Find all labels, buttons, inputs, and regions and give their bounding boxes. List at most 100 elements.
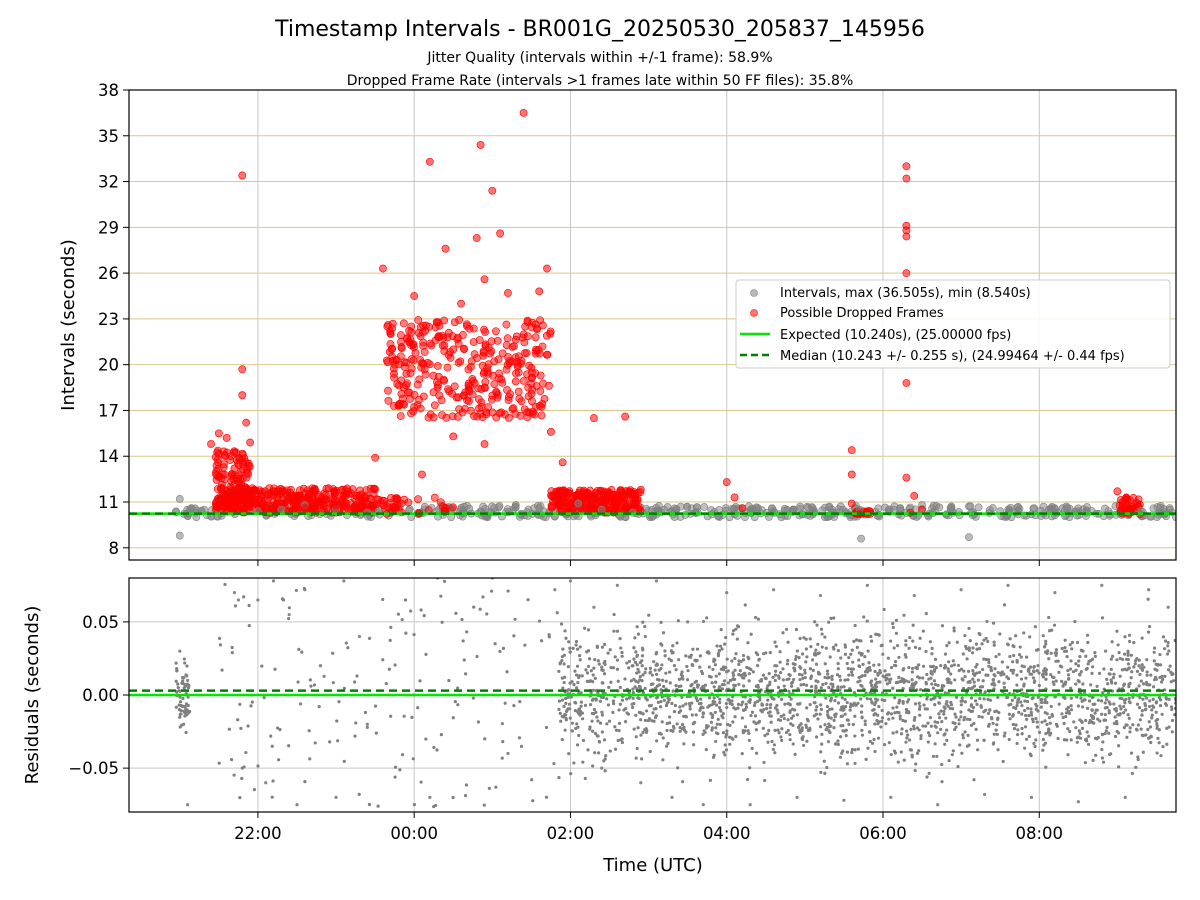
residual-point [693, 680, 697, 684]
residual-point [863, 654, 867, 659]
residual-point [936, 720, 940, 725]
residual-point [858, 664, 862, 669]
residual-point [878, 671, 882, 675]
residual-point [1100, 747, 1104, 752]
residual-point [917, 749, 921, 753]
residual-point [854, 638, 859, 642]
residual-point [724, 670, 729, 674]
residual-point [798, 665, 802, 669]
dropped-frame-point [481, 328, 490, 336]
residual-point [853, 714, 857, 718]
residual-point [956, 663, 961, 668]
residual-point [1043, 667, 1047, 671]
dropped-frame-point [449, 503, 457, 512]
residual-point [748, 766, 752, 770]
residual-point [940, 624, 945, 628]
residual-point [763, 733, 767, 738]
residual-point [1155, 726, 1159, 730]
residual-point [1047, 615, 1051, 620]
residual-point [476, 720, 481, 724]
residual-point [1045, 712, 1049, 716]
residual-point [1008, 654, 1012, 659]
dropped-frame-point [418, 359, 426, 368]
residual-point [825, 765, 829, 770]
residual-point [897, 701, 901, 705]
residual-point [911, 686, 915, 690]
residual-point [1095, 684, 1099, 688]
residual-point [730, 659, 734, 663]
residual-point [1049, 704, 1053, 709]
dropped-frame-point [312, 497, 320, 506]
residual-point [645, 709, 649, 713]
residual-point [851, 660, 855, 664]
residual-point [1037, 683, 1041, 688]
residual-point [1146, 727, 1150, 732]
dropped-frame-point [487, 347, 496, 356]
residual-point [731, 629, 736, 633]
dropped-frame-point [322, 484, 331, 493]
residual-point [418, 679, 422, 683]
legend-box [735, 279, 1171, 369]
residual-point [852, 690, 857, 695]
residual-point [1008, 717, 1012, 721]
residual-point [569, 772, 573, 776]
residual-point [866, 649, 870, 653]
residual-point [708, 778, 712, 782]
residual-point [850, 673, 855, 677]
residual-point [869, 634, 873, 639]
residual-point [914, 680, 918, 684]
dropped-frame-point [399, 319, 408, 328]
residual-point [1132, 665, 1136, 669]
dropped-frame-point [470, 350, 479, 359]
residual-point [827, 729, 831, 733]
residual-point [1029, 707, 1033, 711]
dropped-frame-point [465, 324, 474, 333]
residual-point [1052, 682, 1056, 687]
residual-point [801, 652, 805, 656]
dropped-frame-point [269, 498, 278, 506]
residual-point [876, 713, 880, 717]
residual-point [600, 713, 605, 717]
residual-point [1011, 671, 1015, 675]
residual-point [931, 686, 935, 690]
residual-point [793, 752, 797, 756]
residual-point [810, 658, 815, 662]
legend-median-label: Median (10.243 +/- 0.255 s), (24.99464 +… [780, 349, 1125, 364]
residual-point [1040, 697, 1044, 702]
residual-point [506, 589, 510, 593]
residual-point [1055, 724, 1059, 728]
residual-point [353, 734, 357, 738]
residual-point [846, 678, 850, 682]
residual-point [967, 743, 971, 747]
residual-point [922, 703, 926, 707]
residual-point [681, 780, 685, 784]
residual-point [982, 738, 986, 742]
residual-point [1143, 708, 1147, 712]
interval-point [725, 591, 729, 595]
residual-point [685, 664, 689, 669]
dropped-frame-point [531, 369, 540, 377]
residual-point [1125, 735, 1129, 739]
dropped-frame-point [531, 333, 540, 342]
dropped-frame-point [399, 383, 408, 392]
residual-point [695, 658, 699, 662]
residual-point [568, 707, 572, 711]
residual-point [183, 714, 187, 718]
residual-point [1131, 723, 1135, 727]
residual-point [781, 678, 785, 682]
residual-point [1052, 623, 1057, 627]
residual-point [704, 747, 708, 752]
interval-point [701, 803, 705, 807]
residual-point [945, 644, 949, 648]
dropped-frame-point [214, 429, 223, 438]
residual-point [1012, 653, 1016, 658]
residual-point [1047, 629, 1052, 633]
residual-point [946, 704, 950, 708]
residual-point [726, 681, 730, 685]
residual-point [973, 699, 978, 703]
residual-point [1014, 706, 1018, 711]
residual-point [1170, 705, 1174, 709]
residual-point [931, 697, 936, 701]
residual-point [825, 705, 830, 709]
residual-point [966, 733, 970, 737]
